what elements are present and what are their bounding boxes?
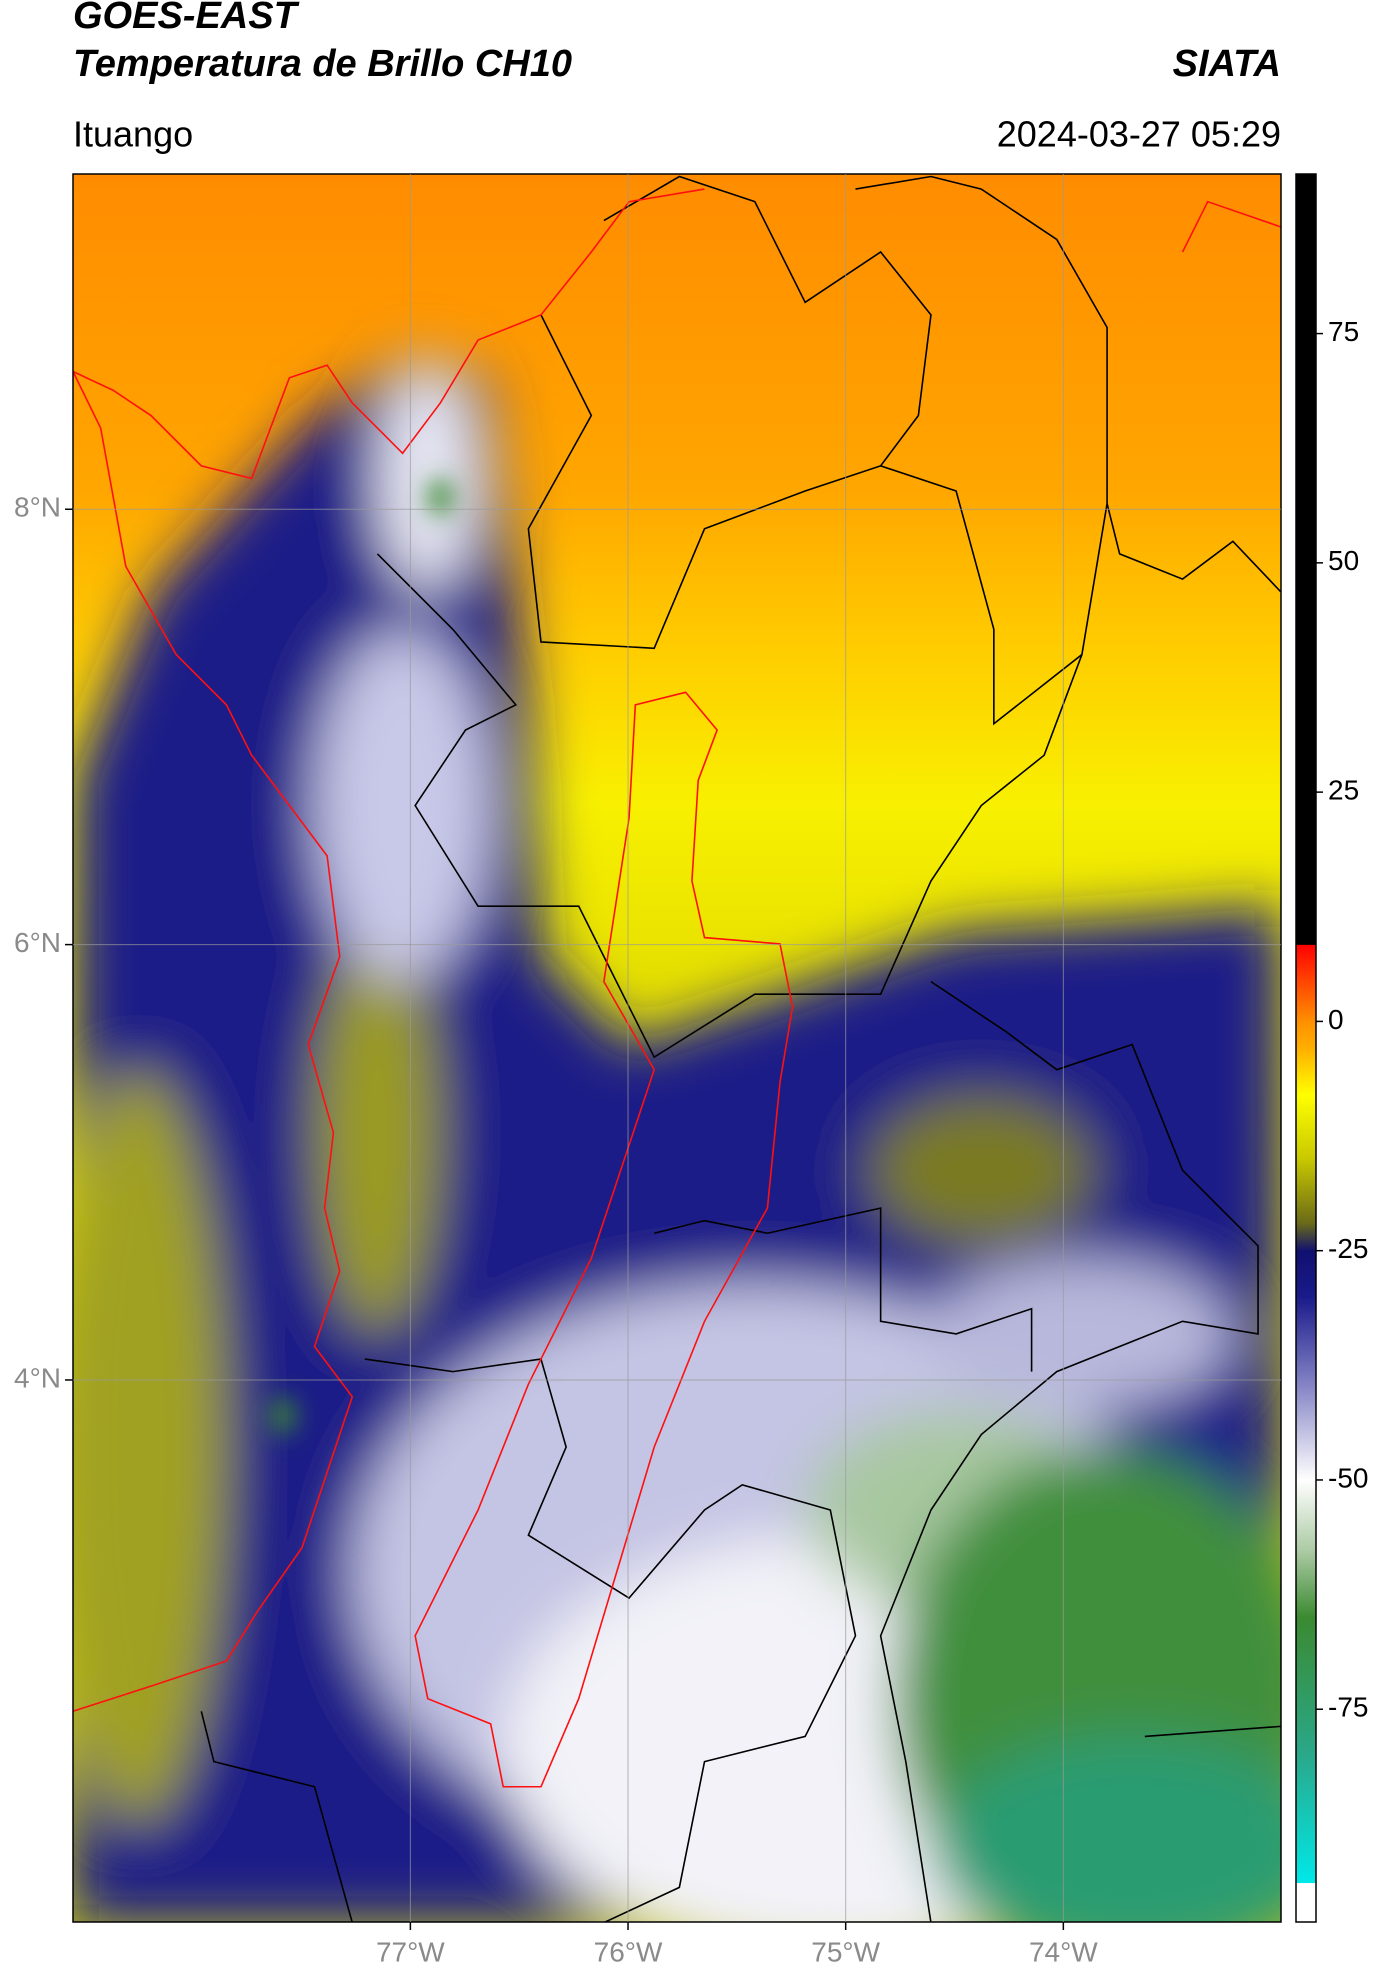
colorbar-segment [1296, 174, 1316, 945]
datetime: 2024-03-27 05:29 [997, 114, 1281, 155]
colorbar-segment [1296, 1223, 1316, 1252]
colorbar-segment [1296, 944, 1316, 1022]
colorbar-tick-label: -25 [1328, 1233, 1368, 1264]
colorbar-segment [1296, 1553, 1316, 1619]
y-tick-label: 8°N [14, 492, 61, 523]
title: GOES-EAST [73, 0, 300, 37]
colorbar-segment [1296, 1388, 1316, 1481]
x-tick-label: 74°W [1029, 1936, 1098, 1967]
colorbar-segment [1296, 1158, 1316, 1224]
colorbar-segment [1296, 1048, 1316, 1096]
colorbar-segment [1296, 1021, 1316, 1050]
x-tick-label: 75°W [811, 1936, 880, 1967]
colorbar-tick-label: 25 [1328, 775, 1359, 806]
colorbar-segment [1296, 1296, 1316, 1389]
y-tick-label: 4°N [14, 1362, 61, 1393]
source: SIATA [1173, 43, 1281, 85]
colorbar-segment [1296, 1479, 1316, 1554]
location: Ituango [73, 114, 193, 155]
map-image [73, 174, 1281, 1922]
y-tick-label: 6°N [14, 927, 61, 958]
colorbar-tick-label: -75 [1328, 1692, 1368, 1723]
colorbar-segment [1296, 1617, 1316, 1756]
colorbar-tick-label: 0 [1328, 1004, 1344, 1035]
map-frame [72, 173, 1282, 1923]
colorbar-tick-label: 75 [1328, 316, 1359, 347]
x-tick-label: 76°W [594, 1936, 663, 1967]
colorbar-segment [1296, 1755, 1316, 1884]
colorbar-segment [1296, 1882, 1316, 1923]
colorbar-tick-label: -50 [1328, 1462, 1368, 1493]
x-tick-label: 77°W [376, 1936, 445, 1967]
colorbar-tick-label: 50 [1328, 545, 1359, 576]
colorbar-segment [1296, 1094, 1316, 1160]
colorbar-segment [1296, 1250, 1316, 1298]
colorbar-frame [1295, 173, 1317, 1923]
subtitle: Temperatura de Brillo CH10 [73, 43, 572, 85]
